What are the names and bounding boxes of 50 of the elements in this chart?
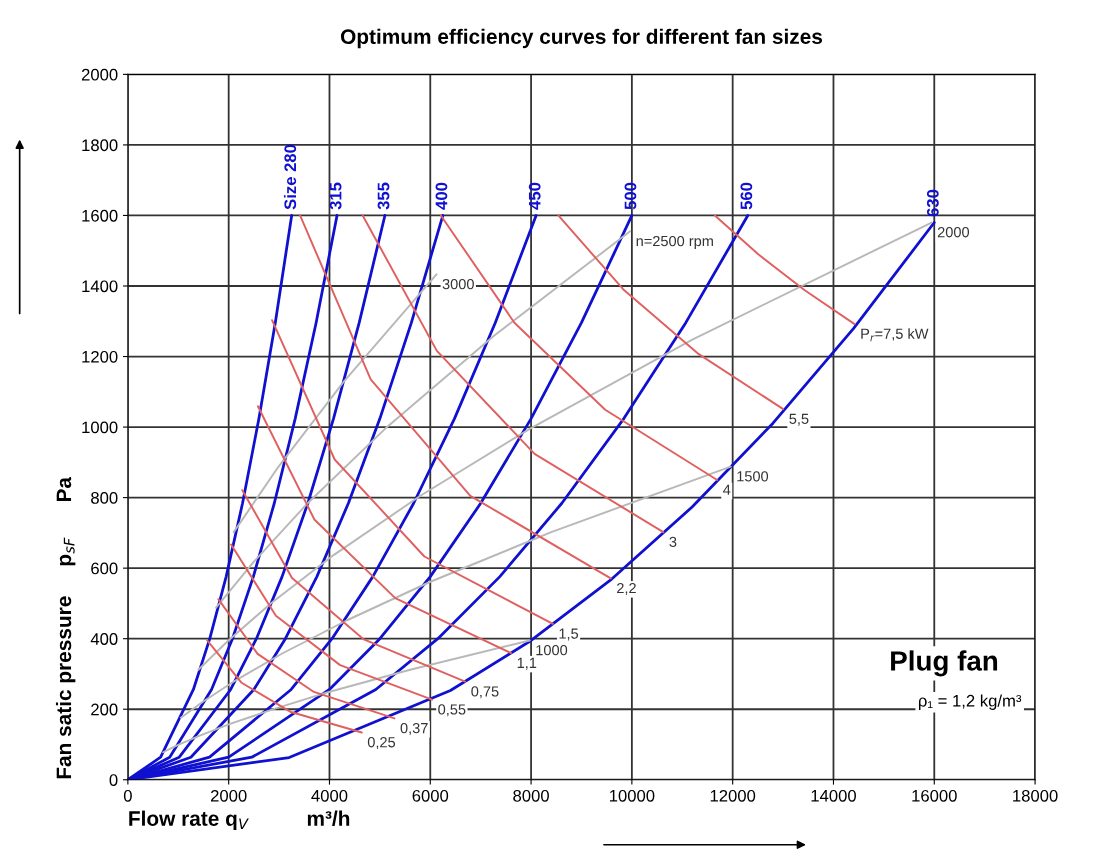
x-tick-label: 16000	[912, 789, 957, 802]
x-tick-label: 8000	[513, 789, 549, 802]
x-tick-label: 14000	[811, 789, 856, 802]
x-tick-label: 10000	[609, 789, 655, 802]
x-tick-label: 6000	[412, 789, 449, 802]
y-tick-label: 1600	[82, 209, 118, 222]
text: 400	[435, 182, 448, 210]
chart-title: Optimum efficiency curves for different fan sizes	[340, 28, 823, 49]
series-label: 0,25	[367, 737, 396, 750]
series-label: 0,55	[438, 704, 466, 717]
series-label: 1,5	[559, 628, 579, 641]
series-label: 3000	[442, 278, 474, 290]
text: 560	[740, 182, 753, 210]
text: 315	[329, 182, 342, 210]
series-label: 3	[669, 536, 677, 548]
y-tick-label: 200	[91, 703, 118, 716]
y-tick-label: 1000	[82, 421, 118, 434]
text: Size 280	[283, 144, 297, 210]
annotation: ρ₁ = 1,2 kg/m³	[918, 694, 1022, 710]
x-tick-label: 4000	[311, 789, 348, 802]
y-tick-label: 600	[91, 562, 118, 575]
y-tick-label: 800	[91, 492, 118, 504]
y-tick-label: 1200	[82, 350, 118, 363]
series-label: 2,2	[617, 582, 636, 595]
text: Flow rate q$_{V}$ m³/h	[129, 810, 350, 830]
series-label: 0,75	[471, 686, 499, 699]
x-tick-label: 0	[123, 789, 132, 802]
series-label: P$_{r}$=7,5 kW	[861, 328, 929, 342]
series-label: 1500	[737, 471, 769, 482]
y-tick-label: 2000	[81, 68, 118, 81]
y-tick-label: 1400	[82, 280, 118, 293]
series-label: 2000	[937, 227, 970, 238]
y-tick-label: 400	[90, 633, 118, 645]
series-label: 4	[723, 484, 731, 495]
text: 630	[926, 189, 939, 217]
annotation: Plug fan	[891, 650, 998, 677]
text: 355	[377, 182, 390, 210]
y-tick-label: 0	[109, 774, 118, 786]
series-label: 1,1	[517, 657, 537, 670]
y-tick-label: 1800	[82, 139, 118, 152]
series-label: n=2500 rpm	[636, 235, 713, 250]
x-tick-label: 18000	[1013, 789, 1058, 802]
x-tick-label: 2000	[210, 789, 247, 802]
text: 500	[624, 182, 637, 210]
series-label: 5,5	[789, 413, 809, 426]
series-label: 1000	[536, 645, 568, 656]
series-label: 0,37	[400, 722, 428, 735]
text: 450	[528, 182, 541, 210]
x-tick-label: 12000	[710, 789, 756, 802]
text: Fan satic pressure p$_{sF}$ Pa	[55, 476, 76, 779]
